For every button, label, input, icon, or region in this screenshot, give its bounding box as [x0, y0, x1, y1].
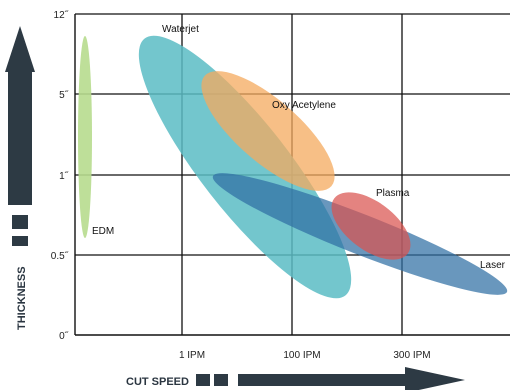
x-axis-arrow: [196, 367, 465, 390]
label-oxy-acetylene: Oxy Acetylene: [272, 100, 336, 111]
y-axis-arrow: [5, 26, 35, 246]
y-tick-1: 5˝: [59, 89, 69, 101]
region-edm: [78, 36, 92, 238]
label-laser: Laser: [480, 260, 506, 271]
y-tick-2: 1˝: [59, 170, 69, 182]
region-waterjet: [138, 35, 352, 299]
region-oxy-acetylene: [201, 71, 335, 191]
x-tick-labels: 1 IPM 100 IPM 300 IPM: [179, 350, 431, 361]
label-edm: EDM: [92, 226, 114, 237]
y-tick-4: 0˝: [59, 330, 69, 342]
label-plasma: Plasma: [376, 188, 410, 199]
region-labels: Waterjet Oxy Acetylene Laser Plasma EDM: [92, 24, 506, 271]
x-tick-2: 300 IPM: [393, 350, 430, 361]
x-tick-0: 1 IPM: [179, 350, 205, 361]
x-axis-title: CUT SPEED: [126, 376, 189, 388]
region-plasma: [331, 192, 411, 260]
label-waterjet: Waterjet: [162, 24, 199, 35]
y-axis-title: THICKNESS: [16, 266, 28, 330]
x-tick-1: 100 IPM: [283, 350, 320, 361]
y-tick-0: 12˝: [54, 9, 69, 21]
y-tick-labels: 12˝ 5˝ 1˝ 0.5˝ 0˝: [51, 9, 69, 342]
plot-frame: [74, 14, 510, 336]
y-tick-3: 0.5˝: [51, 250, 69, 262]
regions: [78, 35, 508, 299]
